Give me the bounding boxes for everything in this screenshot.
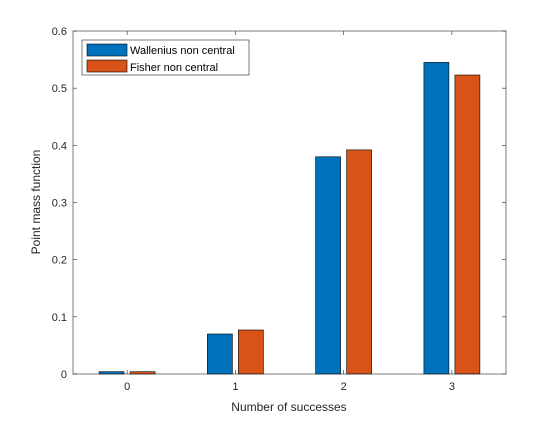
legend-swatch-wallenius [86,43,128,57]
bar-series0-cat1 [207,333,233,375]
bar-series1-cat3 [454,74,481,375]
bar-series1-cat1 [238,329,264,375]
y-axis: 0 0.1 0.2 0.3 0.4 0.5 0.6 [52,26,506,381]
x-axis-label: Number of successes [231,400,346,414]
x-tick-label: 0 [124,381,130,393]
legend-label-wallenius: Wallenius non central [130,45,235,57]
legend: Wallenius non central Fisher non central [81,39,250,76]
y-axis-label: Point mass function [29,150,43,255]
y-tick-label: 0 [61,369,67,381]
y-tick-label: 0.6 [52,26,67,38]
x-axis: 0 1 2 3 [124,31,455,393]
bar-series1-cat2 [346,149,372,375]
legend-swatch-fisher [86,59,128,73]
y-tick-label: 0.5 [52,83,67,95]
y-tick-label: 0.3 [52,198,67,210]
y-tick-label: 0.2 [52,255,67,267]
legend-label-fisher: Fisher non central [130,62,218,74]
bars-group [98,62,481,375]
bar-series0-cat3 [423,62,450,375]
x-tick-label: 1 [232,381,238,393]
bar-series0-cat2 [315,156,341,375]
x-tick-label: 2 [341,381,347,393]
bar-series0-cat0 [98,371,125,375]
y-tick-label: 0.1 [52,312,67,324]
x-tick-label: 3 [449,381,455,393]
bar-series1-cat0 [129,371,156,375]
y-tick-label: 0.4 [52,140,67,152]
